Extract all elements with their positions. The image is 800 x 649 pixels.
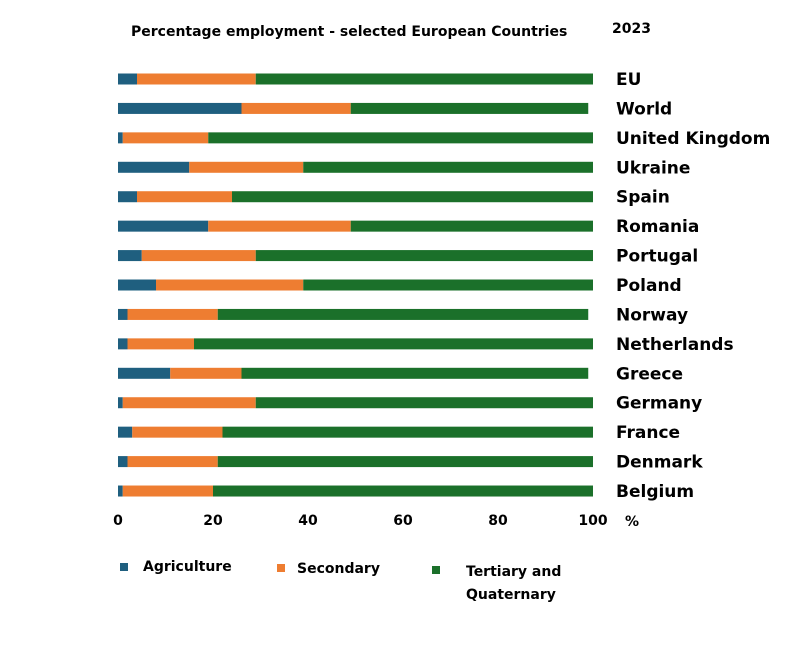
legend-swatch	[277, 564, 285, 572]
x-tick-label: 100	[578, 513, 607, 529]
bar-poland-series-2	[303, 279, 593, 291]
x-tick-label: 60	[393, 513, 413, 529]
category-label: Norway	[616, 305, 688, 325]
bar-germany-series-2	[255, 397, 593, 409]
chart-title: Percentage employment - selected Europea…	[131, 24, 567, 40]
legend-label: Tertiary and Quaternary	[466, 564, 561, 603]
category-label: France	[616, 423, 680, 443]
bar-eu-series-1	[137, 73, 256, 85]
x-axis-ticks: 0 20 40 60 80 100	[113, 513, 608, 529]
bar-france-series-0	[118, 426, 133, 438]
category-labels: EU World United Kingdom Ukraine Spain Romania…	[616, 70, 770, 502]
legend-swatch	[432, 566, 440, 574]
x-tick-label: 80	[488, 513, 508, 529]
x-tick-label: 40	[298, 513, 318, 529]
bar-greece-series-1	[170, 367, 242, 379]
bar-poland-series-1	[156, 279, 304, 291]
bar-denmark-series-1	[127, 456, 218, 468]
bar-denmark-series-0	[118, 456, 128, 468]
bar-portugal-series-2	[255, 250, 593, 262]
bar-netherlands-series-0	[118, 338, 128, 350]
bar-romania-series-1	[208, 220, 351, 232]
chart-year-label: 2023	[612, 21, 651, 37]
category-label: United Kingdom	[616, 129, 770, 149]
bar-belgium-series-1	[122, 485, 213, 497]
bar-netherlands-series-1	[127, 338, 194, 350]
bar-netherlands-series-2	[194, 338, 593, 350]
bar-ukraine-series-1	[189, 161, 304, 173]
bar-romania-series-0	[118, 220, 209, 232]
bar-eu-series-0	[118, 73, 137, 85]
category-label: World	[616, 99, 672, 119]
bar-france-series-2	[222, 426, 593, 438]
category-label: Romania	[616, 217, 699, 237]
legend-swatch	[120, 563, 128, 571]
bar-ukraine-series-0	[118, 161, 190, 173]
bar-poland-series-0	[118, 279, 156, 291]
bar-norway-series-1	[127, 308, 218, 320]
bar-greece-series-2	[241, 367, 589, 379]
bar-united-kingdom-series-2	[208, 132, 593, 144]
x-tick-label: 0	[113, 513, 123, 529]
bars-group	[118, 73, 593, 497]
bar-romania-series-2	[350, 220, 593, 232]
bar-eu-series-2	[255, 73, 593, 85]
category-label: EU	[616, 70, 641, 90]
category-label: Germany	[616, 394, 702, 414]
bar-portugal-series-0	[118, 250, 142, 262]
bar-norway-series-0	[118, 308, 128, 320]
bar-world-series-2	[350, 102, 589, 114]
legend: Agriculture Secondary Tertiary and Quaterna…	[120, 559, 561, 603]
bar-denmark-series-2	[217, 456, 593, 468]
bar-portugal-series-1	[141, 250, 256, 262]
bar-france-series-1	[132, 426, 223, 438]
x-tick-label: 20	[203, 513, 223, 529]
x-axis-unit-label: %	[625, 514, 639, 530]
category-label: Portugal	[616, 247, 698, 267]
bar-united-kingdom-series-0	[118, 132, 123, 144]
bar-greece-series-0	[118, 367, 171, 379]
bar-germany-series-0	[118, 397, 123, 409]
bar-united-kingdom-series-1	[122, 132, 209, 144]
bar-world-series-0	[118, 102, 242, 114]
bar-spain-series-2	[232, 191, 593, 203]
category-label: Denmark	[616, 453, 703, 473]
bar-belgium-series-2	[213, 485, 593, 497]
category-label: Belgium	[616, 482, 694, 502]
bar-ukraine-series-2	[303, 161, 593, 173]
bar-germany-series-1	[122, 397, 256, 409]
legend-label: Agriculture	[143, 559, 232, 575]
bar-belgium-series-0	[118, 485, 123, 497]
category-label: Netherlands	[616, 335, 734, 355]
category-label: Poland	[616, 276, 682, 296]
category-label: Greece	[616, 364, 683, 384]
category-label: Spain	[616, 188, 670, 208]
bar-norway-series-2	[217, 308, 589, 320]
bar-spain-series-1	[137, 191, 232, 203]
bar-spain-series-0	[118, 191, 137, 203]
bar-world-series-1	[241, 102, 351, 114]
category-label: Ukraine	[616, 158, 690, 178]
legend-label: Secondary	[297, 561, 380, 577]
